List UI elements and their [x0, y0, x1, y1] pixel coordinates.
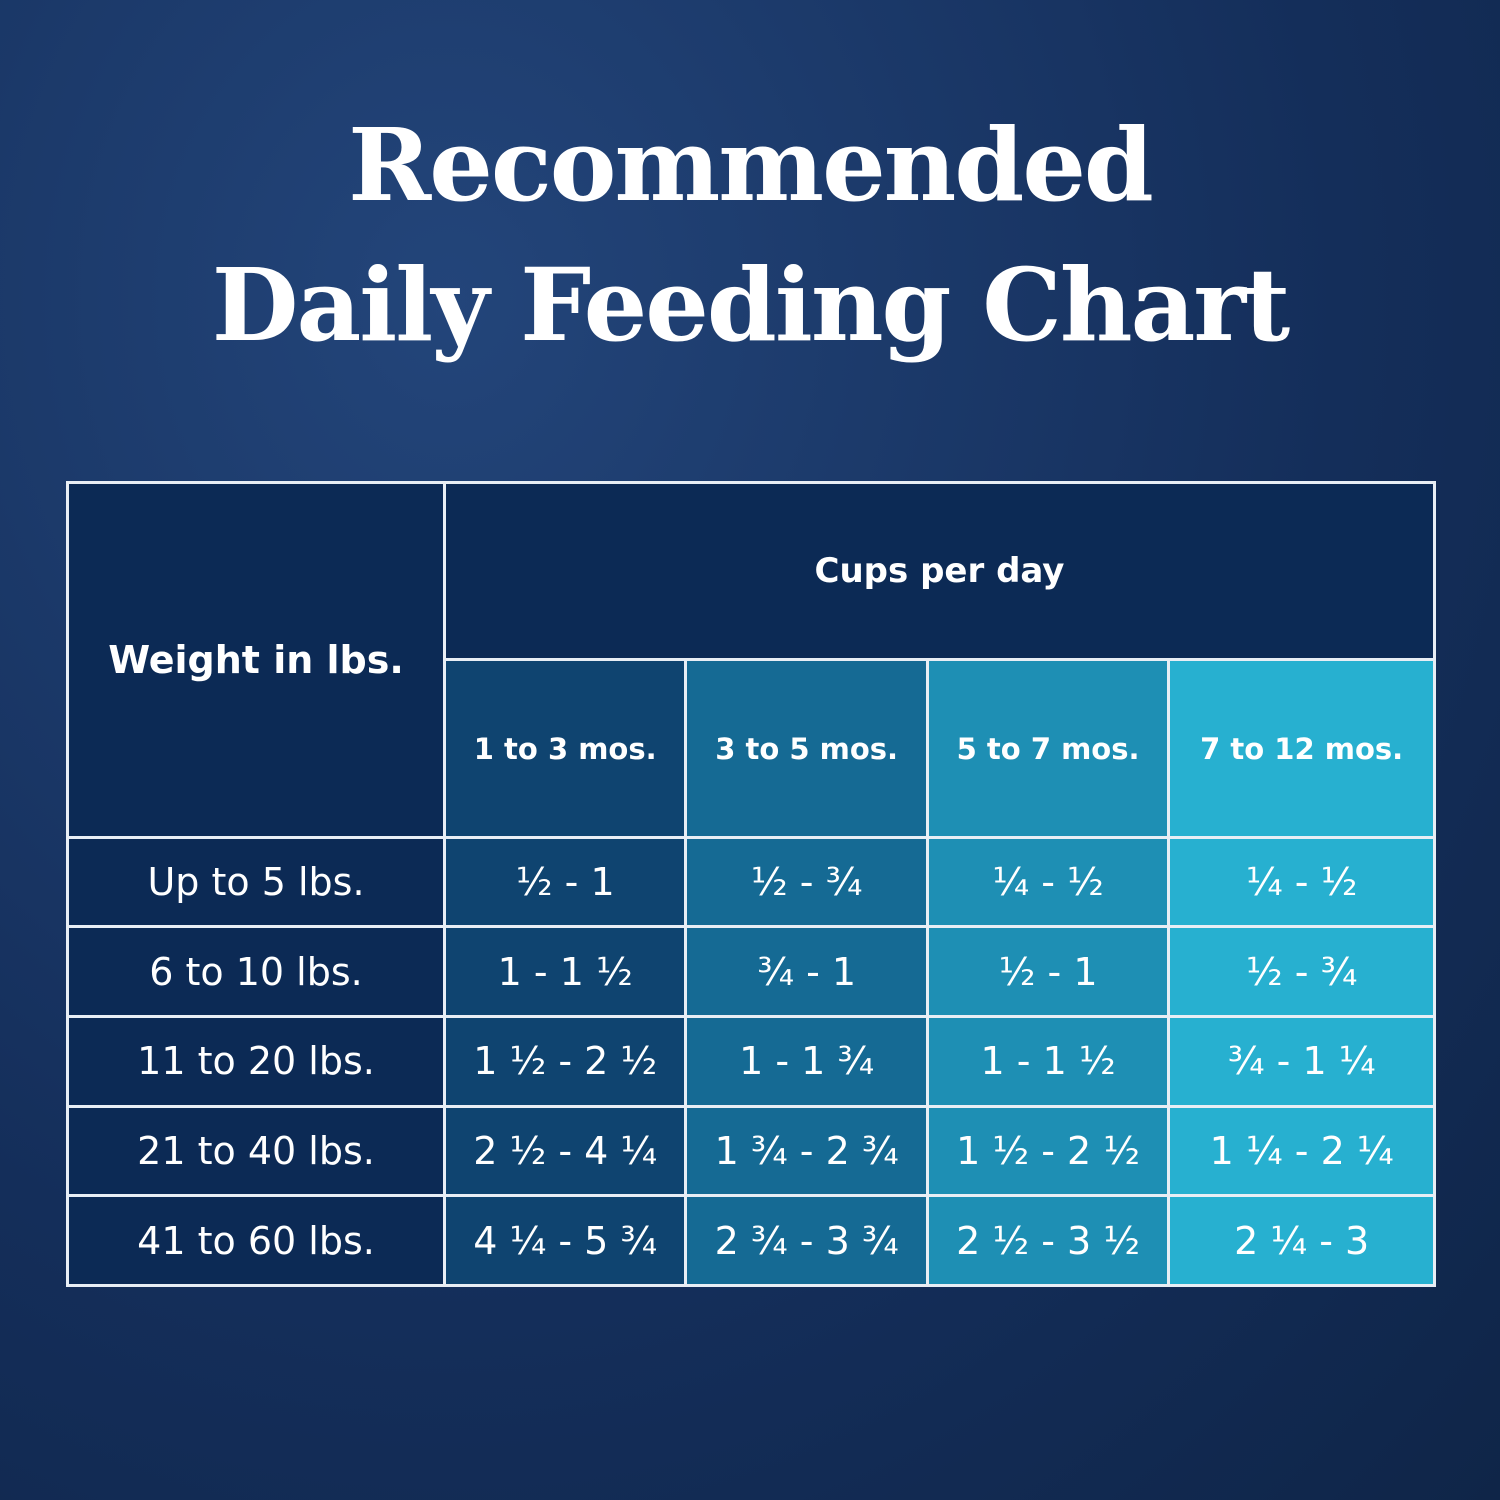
- cell: ½ - 1: [442, 835, 688, 929]
- cups-header: Cups per day: [443, 480, 1436, 662]
- cell: 1 - 1 ½: [442, 925, 688, 1019]
- cell: ½ - 1: [925, 925, 1171, 1019]
- cell: 1 ¾ - 2 ¾: [684, 1104, 929, 1198]
- cell: ¾ - 1 ¼: [1167, 1015, 1436, 1108]
- cell: 1 - 1 ½: [925, 1015, 1171, 1108]
- cell: 2 ½ - 4 ¼: [442, 1104, 688, 1198]
- row-label: Up to 5 lbs.: [66, 835, 446, 929]
- row-label: 41 to 60 lbs.: [66, 1194, 446, 1287]
- cell: ¾ - 1: [684, 925, 929, 1019]
- cell: ¼ - ½: [1167, 835, 1436, 929]
- cell: ¼ - ½: [925, 835, 1171, 929]
- title-line: Daily Feeding Chart: [211, 246, 1291, 364]
- column-header: 7 to 12 mos.: [1167, 658, 1436, 839]
- cell: 4 ¼ - 5 ¾: [442, 1194, 688, 1287]
- column-header: 1 to 3 mos.: [442, 658, 688, 839]
- column-header: 5 to 7 mos.: [925, 658, 1171, 839]
- column-header: 3 to 5 mos.: [684, 658, 929, 839]
- cell: 1 ½ - 2 ½: [442, 1015, 688, 1108]
- row-label: 21 to 40 lbs.: [66, 1104, 446, 1198]
- title: Recommended Daily Feeding Chart: [0, 95, 1500, 375]
- cell: 2 ¼ - 3: [1167, 1194, 1436, 1287]
- cell: 1 - 1 ¾: [684, 1015, 929, 1108]
- cell: 2 ¾ - 3 ¾: [684, 1194, 929, 1287]
- cell: ½ - ¾: [1167, 925, 1436, 1019]
- cell: ½ - ¾: [684, 835, 929, 929]
- weight-header: Weight in lbs.: [66, 481, 446, 839]
- cell: 1 ¼ - 2 ¼: [1167, 1104, 1436, 1198]
- title-line: Recommended: [348, 106, 1154, 224]
- row-label: 11 to 20 lbs.: [66, 1015, 446, 1108]
- cell: 2 ½ - 3 ½: [925, 1194, 1171, 1287]
- cell: 1 ½ - 2 ½: [925, 1104, 1171, 1198]
- feeding-table: Weight in lbs. Cups per day 1 to 3 mos. 3…: [66, 480, 1436, 1287]
- row-label: 6 to 10 lbs.: [66, 925, 446, 1019]
